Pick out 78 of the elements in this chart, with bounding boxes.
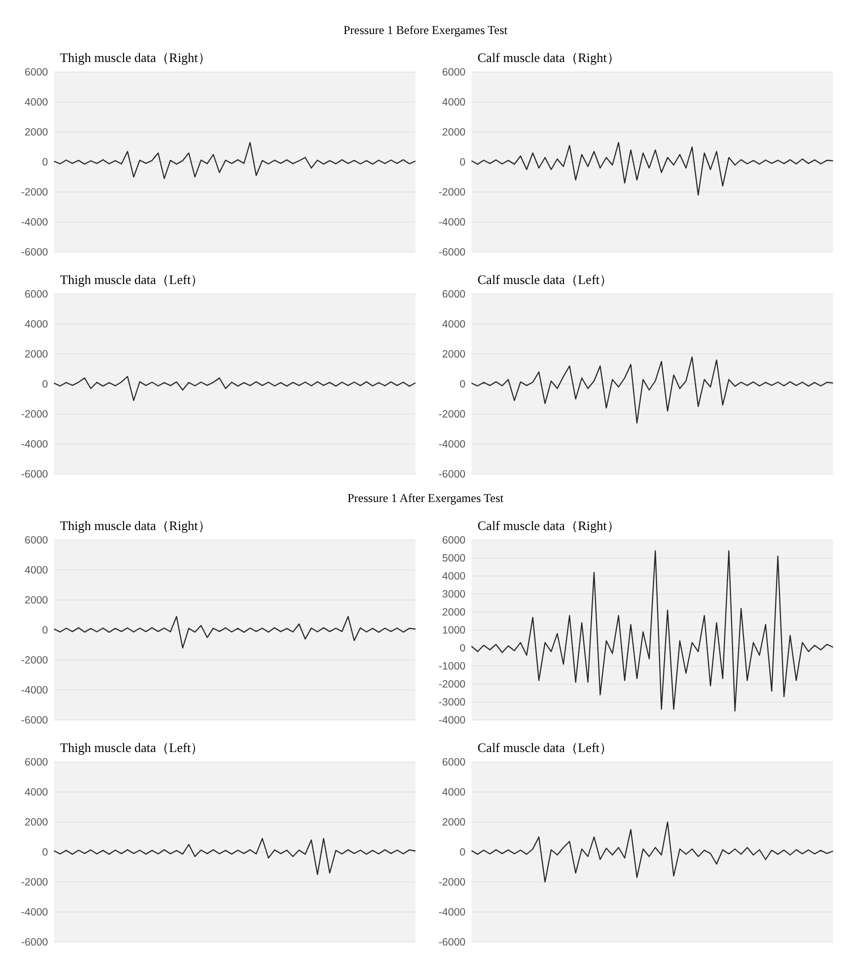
y-tick-label: 4000 — [24, 96, 48, 109]
y-tick-label: 4000 — [442, 786, 466, 799]
y-tick-label: 0 — [42, 624, 48, 637]
y-tick-label: 4000 — [442, 318, 466, 331]
y-tick-label: -2000 — [438, 186, 466, 199]
y-tick-label: 2000 — [24, 816, 48, 829]
y-tick-label: 0 — [42, 378, 48, 391]
y-tick-label: 2000 — [24, 348, 48, 361]
y-tick-label: 6000 — [24, 534, 48, 547]
y-tick-label: 4000 — [24, 318, 48, 331]
line-series — [53, 838, 416, 876]
chart-title: Thigh muscle data（Right） — [60, 50, 211, 65]
y-tick-label: 2000 — [442, 606, 466, 619]
y-tick-label: -4000 — [21, 906, 48, 919]
y-tick-label: 3000 — [442, 588, 466, 601]
y-tick-label: -2000 — [21, 186, 48, 199]
y-tick-label: 2000 — [442, 126, 466, 139]
y-tick-label: 2000 — [442, 348, 466, 361]
y-tick-label: -4000 — [438, 714, 466, 727]
line-series — [53, 616, 416, 649]
text: Pressure 1 After Exergames Test — [347, 491, 504, 505]
y-tick-label: -2000 — [21, 654, 48, 667]
y-tick-label: 5000 — [442, 552, 466, 565]
line-series — [470, 356, 834, 424]
y-tick-label: 6000 — [24, 66, 48, 79]
y-tick-label: -2000 — [21, 408, 48, 421]
y-tick-label: 4000 — [24, 564, 48, 577]
y-tick-label: 0 — [42, 846, 48, 859]
y-tick-label: -6000 — [438, 936, 466, 949]
chart-title: Calf muscle data（Right） — [478, 518, 620, 533]
chart-title: Thigh muscle data（Left） — [60, 740, 204, 755]
y-tick-label: 2000 — [442, 816, 466, 829]
y-tick-label: 6000 — [24, 288, 48, 301]
line-series — [470, 821, 834, 883]
y-tick-label: -2000 — [438, 876, 466, 889]
y-tick-label: 2000 — [24, 126, 48, 139]
y-tick-label: 2000 — [24, 594, 48, 607]
y-tick-label: -6000 — [438, 246, 466, 259]
y-tick-label: 0 — [460, 378, 466, 391]
y-tick-label: -3000 — [438, 696, 466, 709]
y-tick-label: 6000 — [442, 534, 466, 547]
y-tick-label: -6000 — [21, 936, 48, 949]
y-tick-label: -2000 — [438, 408, 466, 421]
chart-title: Calf muscle data（Left） — [478, 272, 613, 287]
y-tick-label: -6000 — [21, 246, 48, 259]
y-tick-label: 6000 — [24, 756, 48, 769]
y-tick-label: -6000 — [21, 714, 48, 727]
line-series — [470, 550, 834, 712]
chart-title: Calf muscle data（Right） — [478, 50, 620, 65]
y-tick-label: 0 — [42, 156, 48, 169]
y-tick-label: 0 — [460, 156, 466, 169]
y-tick-label: -1000 — [438, 660, 466, 673]
y-tick-label: -4000 — [438, 216, 466, 229]
y-tick-label: 0 — [460, 642, 466, 655]
y-tick-label: -4000 — [21, 216, 48, 229]
y-tick-label: -4000 — [21, 684, 48, 697]
y-tick-label: 4000 — [442, 96, 466, 109]
y-tick-label: 4000 — [442, 570, 466, 583]
line-series — [53, 142, 416, 180]
y-tick-label: 0 — [460, 846, 466, 859]
text: Pressure 1 Before Exergames Test — [343, 23, 508, 37]
y-tick-label: -4000 — [21, 438, 48, 451]
y-tick-label: 6000 — [442, 288, 466, 301]
y-tick-label: -6000 — [21, 468, 48, 481]
line-series — [53, 376, 416, 402]
y-tick-label: -2000 — [438, 678, 466, 691]
y-tick-label: 6000 — [442, 66, 466, 79]
y-tick-label: 6000 — [442, 756, 466, 769]
y-tick-label: 1000 — [442, 624, 466, 637]
line-series — [470, 142, 834, 196]
chart-title: Thigh muscle data（Right） — [60, 518, 211, 533]
y-tick-label: -2000 — [21, 876, 48, 889]
y-tick-label: 4000 — [24, 786, 48, 799]
chart-title: Thigh muscle data（Left） — [60, 272, 204, 287]
y-tick-label: -4000 — [438, 906, 466, 919]
y-tick-label: -4000 — [438, 438, 466, 451]
y-tick-label: -6000 — [438, 468, 466, 481]
chart-title: Calf muscle data（Left） — [478, 740, 613, 755]
